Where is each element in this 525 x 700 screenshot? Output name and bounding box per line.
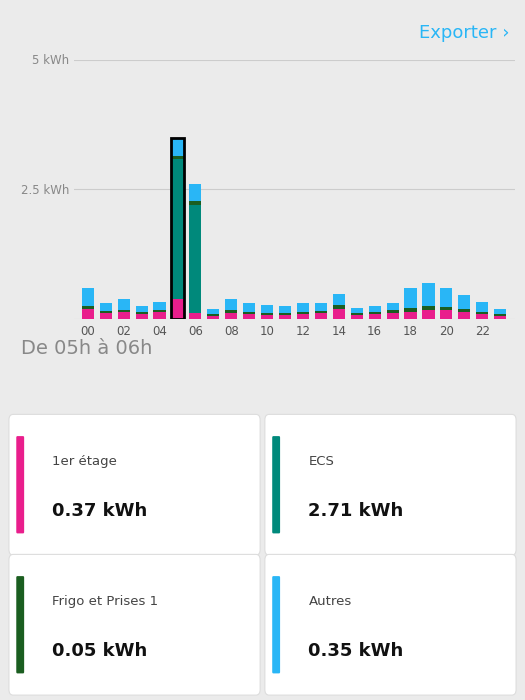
Text: 0.35 kWh: 0.35 kWh xyxy=(308,642,404,659)
Bar xyxy=(135,305,148,312)
Bar xyxy=(261,305,273,313)
Bar xyxy=(135,314,148,318)
Bar xyxy=(440,310,453,319)
Bar xyxy=(207,314,219,316)
Bar xyxy=(404,308,417,312)
Bar xyxy=(315,311,327,314)
Bar xyxy=(225,314,237,318)
Bar xyxy=(225,300,237,310)
Bar xyxy=(333,293,345,305)
Bar xyxy=(369,314,381,318)
Bar xyxy=(171,138,184,156)
Bar xyxy=(351,308,363,314)
Bar xyxy=(476,314,488,318)
Bar xyxy=(458,309,470,312)
Bar xyxy=(440,307,453,310)
Bar xyxy=(100,304,112,311)
Text: De 05h à 06h: De 05h à 06h xyxy=(21,340,152,358)
Bar xyxy=(333,305,345,309)
Bar xyxy=(422,306,435,310)
Bar xyxy=(458,312,470,318)
Bar xyxy=(261,313,273,316)
Bar xyxy=(153,312,166,318)
Bar xyxy=(82,306,94,309)
Bar xyxy=(386,314,398,318)
Bar xyxy=(369,305,381,312)
Bar xyxy=(190,184,202,201)
Bar xyxy=(404,312,417,318)
Bar xyxy=(261,316,273,318)
Text: ECS: ECS xyxy=(308,455,334,468)
Bar xyxy=(476,312,488,314)
Bar xyxy=(315,303,327,311)
Bar xyxy=(279,313,291,315)
Bar xyxy=(190,204,202,314)
Bar xyxy=(171,138,184,318)
Bar xyxy=(225,310,237,314)
Bar xyxy=(458,295,470,309)
Text: 0.37 kWh: 0.37 kWh xyxy=(52,502,148,519)
Text: 0.05 kWh: 0.05 kWh xyxy=(52,642,148,659)
Text: 1er étage: 1er étage xyxy=(52,455,118,468)
Bar xyxy=(476,302,488,312)
Bar xyxy=(135,312,148,314)
Bar xyxy=(279,306,291,313)
Text: Autres: Autres xyxy=(308,595,352,608)
Bar xyxy=(207,309,219,314)
Bar xyxy=(243,314,255,318)
Bar xyxy=(100,311,112,314)
Bar xyxy=(297,314,309,318)
Bar xyxy=(171,300,184,318)
Bar xyxy=(153,302,166,309)
Bar xyxy=(297,312,309,314)
Bar xyxy=(118,312,130,318)
Bar xyxy=(190,201,202,204)
Bar xyxy=(153,309,166,312)
Bar xyxy=(494,309,506,314)
Bar xyxy=(171,159,184,300)
Bar xyxy=(369,312,381,314)
Bar xyxy=(422,310,435,319)
Bar xyxy=(100,314,112,318)
Bar xyxy=(243,303,255,312)
Bar xyxy=(404,288,417,308)
Bar xyxy=(333,309,345,318)
Bar xyxy=(82,309,94,318)
Text: Frigo et Prises 1: Frigo et Prises 1 xyxy=(52,595,159,608)
Text: Exporter ›: Exporter › xyxy=(419,25,509,43)
Bar xyxy=(297,304,309,312)
Bar xyxy=(351,314,363,316)
Bar xyxy=(440,288,453,307)
Bar xyxy=(351,316,363,318)
Bar xyxy=(82,288,94,306)
Bar xyxy=(279,315,291,318)
Text: 2.71 kWh: 2.71 kWh xyxy=(308,502,404,519)
Bar xyxy=(118,309,130,312)
Bar xyxy=(386,310,398,314)
Bar xyxy=(386,303,398,310)
Bar xyxy=(171,156,184,159)
Bar xyxy=(243,312,255,314)
Bar xyxy=(494,316,506,318)
Bar xyxy=(422,284,435,306)
Bar xyxy=(207,316,219,318)
Bar xyxy=(494,314,506,316)
Bar xyxy=(315,314,327,318)
Bar xyxy=(118,300,130,309)
Bar xyxy=(190,314,202,318)
